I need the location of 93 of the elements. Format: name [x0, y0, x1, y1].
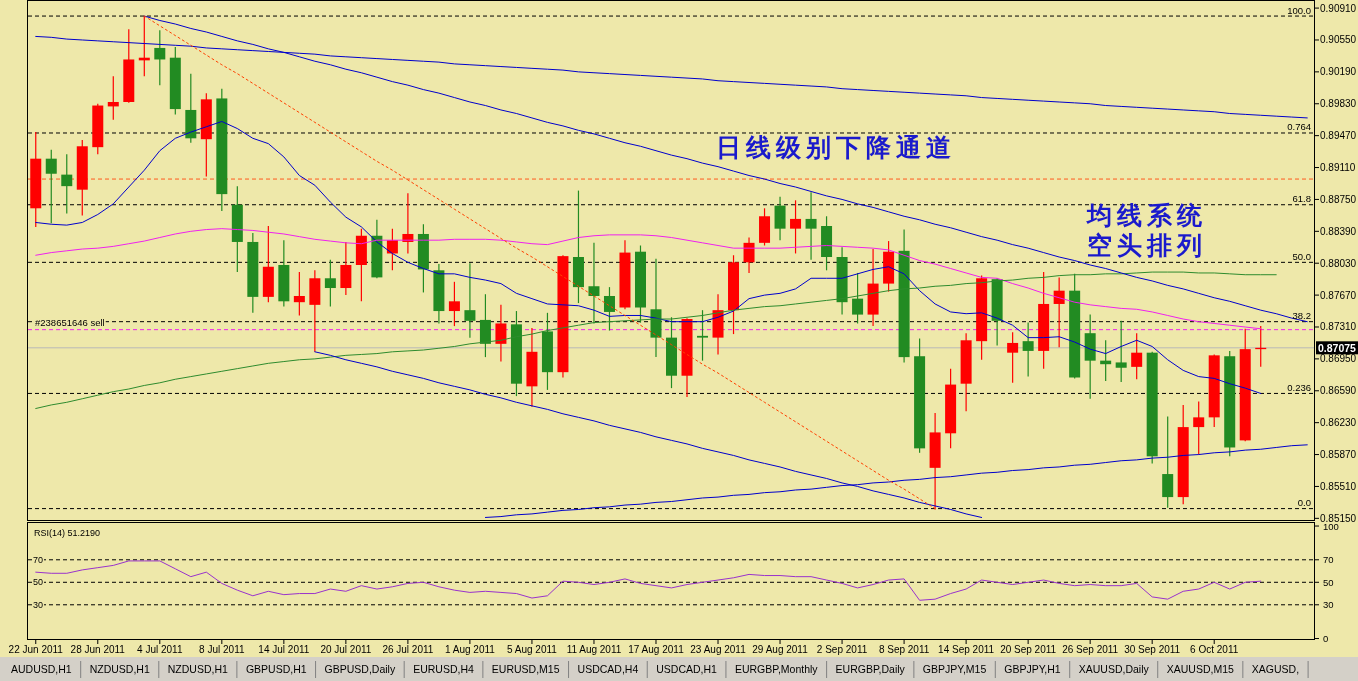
y-tick-label: 0.88390 — [1320, 225, 1357, 237]
candlestick — [697, 309, 709, 362]
y-tick-label: 0.89830 — [1320, 98, 1357, 110]
x-tick-label: 1 Aug 2011 — [444, 644, 496, 655]
y-tick-label: 0.85870 — [1320, 449, 1357, 461]
y-tick-label: 0.89470 — [1320, 130, 1357, 142]
annotation: 0.0 — [1297, 497, 1311, 509]
x-tick-label: 14 Sep 2011 — [938, 644, 995, 655]
line-series — [35, 120, 1262, 394]
annotation: 0.764 — [1287, 121, 1311, 133]
candlestick — [1162, 415, 1174, 509]
x-tick-label: 6 Oct 2011 — [1190, 644, 1239, 655]
y-tick-label: 0.86230 — [1320, 417, 1357, 429]
text: USDCAD,H4 — [577, 663, 639, 675]
text: GBPUSD,Daily — [324, 663, 396, 675]
text: EURGBP,Daily — [835, 663, 906, 675]
y-tick-label: 0.87310 — [1320, 321, 1357, 333]
x-tick-label: 2 Sep 2011 — [816, 644, 868, 655]
y-tick-label: 0.90910 — [1320, 2, 1357, 14]
annotation: 日线级别下降通道 — [716, 132, 956, 162]
candlestick — [324, 259, 336, 308]
x-tick-label: 29 Aug 2011 — [752, 644, 809, 655]
x-tick-label: 11 Aug 2011 — [566, 644, 622, 655]
candlestick — [61, 153, 73, 215]
annotation: 均线系统 — [1085, 200, 1207, 230]
y2-tick-label: 0 — [1323, 633, 1329, 645]
text: EURUSD,M15 — [491, 663, 560, 675]
x-tick-label: 23 Aug 2011 — [690, 644, 747, 655]
candlestick — [107, 75, 119, 121]
candlestick — [774, 196, 786, 241]
text: AUDUSD,H1 — [11, 663, 72, 675]
candlestick — [495, 304, 507, 363]
ref-line-label: 0.87075 — [1318, 341, 1357, 354]
y-tick-label: 50 — [33, 577, 44, 588]
x-tick-label: 30 Sep 2011 — [1124, 644, 1181, 655]
text: RSI(14) 51.2190 — [34, 528, 101, 538]
candlestick — [1131, 332, 1143, 380]
annotation: 空头排列 — [1087, 230, 1207, 260]
y-tick-label: 0.89110 — [1320, 162, 1356, 174]
x-tick-label: 5 Aug 2011 — [507, 644, 558, 655]
x-tick-label: 28 Jun 2011 — [70, 644, 126, 655]
candlestick — [743, 236, 755, 274]
y-tick-label: 30 — [33, 599, 44, 610]
candlestick — [790, 199, 802, 255]
x-tick-label: 8 Jul 2011 — [199, 644, 245, 655]
x-tick-label: 20 Jul 2011 — [320, 644, 372, 655]
x-tick-label: 8 Sep 2011 — [878, 644, 930, 655]
text: EURUSD,H4 — [413, 663, 475, 675]
text: GBPUSD,H1 — [245, 663, 307, 675]
y-tick-label: 0.90550 — [1320, 34, 1357, 46]
candlestick — [1022, 321, 1034, 378]
annotation: 0.236 — [1287, 381, 1311, 393]
y-tick-label: 0.88750 — [1320, 193, 1357, 205]
y-tick-label: 0.90190 — [1320, 66, 1357, 78]
candlestick — [1007, 331, 1019, 384]
annotation: 38.2 — [1292, 310, 1311, 322]
x-tick-label: 26 Sep 2011 — [1062, 644, 1119, 655]
candlestick — [45, 149, 57, 224]
candlestick — [603, 286, 615, 332]
text: NZDUSD,H1 — [89, 663, 150, 675]
text: USDCAD,H1 — [656, 663, 718, 675]
text: XAUUSD,Daily — [1078, 663, 1150, 675]
annotation: 50.0 — [1292, 250, 1311, 262]
y-tick-label: 70 — [33, 554, 44, 565]
y-tick-label: 0.86590 — [1320, 385, 1357, 397]
text: NZDUSD,H1 — [167, 663, 229, 675]
candlestick — [340, 241, 352, 296]
candlestick — [479, 293, 491, 358]
y-tick-label: 0.86950 — [1320, 353, 1357, 365]
annotation: 100.0 — [1287, 4, 1311, 16]
x-tick-label: 14 Jul 2011 — [258, 644, 310, 655]
candlestick — [154, 29, 166, 86]
y-tick-label: 0.88030 — [1320, 257, 1357, 269]
y-tick-label: 0.85510 — [1320, 480, 1357, 492]
x-tick-label: 22 Jun 2011 — [8, 644, 64, 655]
x-tick-label: 4 Jul 2011 — [137, 644, 183, 655]
text: GBPJPY,M15 — [922, 663, 987, 675]
text: XAGUSD, — [1251, 663, 1300, 675]
candlestick — [805, 191, 817, 261]
y-tick-label: 0.87670 — [1320, 289, 1357, 301]
text: EURGBP,Monthly — [734, 663, 819, 675]
candlestick — [1115, 320, 1127, 383]
candlestick — [1193, 400, 1205, 456]
text: GBPJPY,H1 — [1004, 663, 1061, 675]
x-tick-label: 26 Jul 2011 — [382, 644, 434, 655]
candlestick — [293, 271, 305, 317]
x-tick-label: 17 Aug 2011 — [628, 644, 685, 655]
candlestick — [464, 262, 476, 339]
text: XAUUSD,M15 — [1166, 663, 1234, 675]
ref-line-label: #238651646 sell — [35, 317, 105, 329]
x-tick-label: 20 Sep 2011 — [1000, 644, 1057, 655]
candlestick — [448, 281, 460, 327]
annotation: 61.8 — [1292, 193, 1311, 205]
